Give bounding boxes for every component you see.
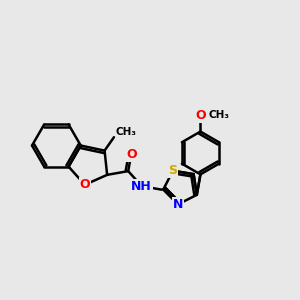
Text: CH₃: CH₃ [115,127,136,137]
Text: N: N [173,198,183,211]
Text: O: O [126,148,136,161]
Text: S: S [168,164,177,177]
Text: O: O [80,178,90,191]
Text: NH: NH [131,180,152,193]
Text: CH₃: CH₃ [209,110,230,120]
Text: O: O [195,109,206,122]
